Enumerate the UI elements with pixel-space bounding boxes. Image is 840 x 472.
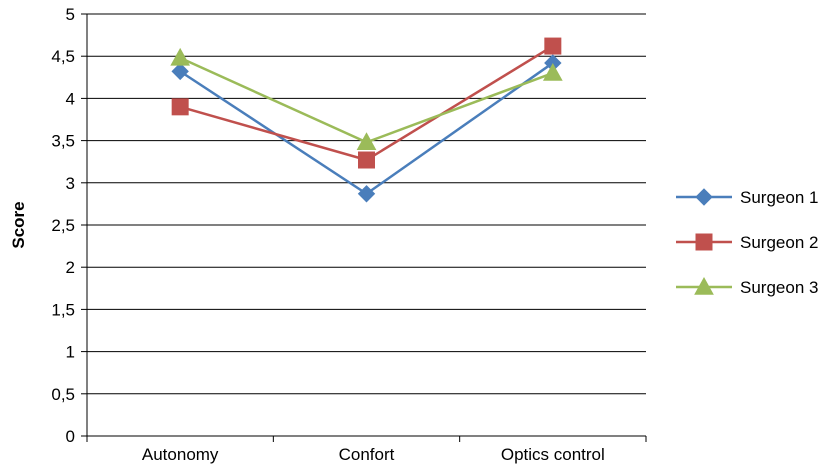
y-tick-label: 3	[66, 174, 75, 193]
y-tick-label: 2	[66, 258, 75, 277]
data-point-1	[357, 185, 376, 203]
y-tick-label: 1	[66, 343, 75, 362]
axis-labels: 0 0,5 1 1,5 2 2,5 3 3,5 4 4,5 5 Autonomy Confort Opti…	[9, 5, 605, 464]
legend-item: Surgeon 1	[676, 188, 818, 207]
legend-marker	[694, 276, 714, 295]
legend-marker	[695, 233, 713, 251]
data-point-1	[171, 62, 189, 81]
data-point-2	[171, 98, 189, 116]
y-axis-title: Score	[9, 201, 28, 248]
legend-label: Surgeon 1	[740, 188, 818, 207]
gridlines	[87, 13, 646, 437]
y-tick-label: 0,5	[51, 385, 75, 404]
y-tick-label: 4	[66, 89, 75, 108]
series-lines	[179, 45, 554, 196]
legend: Surgeon 1 Surgeon 2 Surgeon 3	[676, 188, 818, 297]
y-tick-label: 3,5	[51, 132, 75, 151]
y-tick-label: 2,5	[51, 216, 75, 235]
x-tick-label: Autonomy	[142, 445, 219, 464]
legend-item: Surgeon 2	[676, 233, 818, 252]
legend-item: Surgeon 3	[676, 276, 818, 297]
x-tick-label: Confort	[339, 445, 395, 464]
y-tick-label: 4,5	[51, 47, 75, 66]
series-line-3	[179, 56, 554, 144]
data-point-2	[544, 37, 562, 55]
series-markers	[170, 37, 563, 203]
x-tick-label: Optics control	[501, 445, 605, 464]
legend-marker	[695, 188, 713, 206]
y-tick-label: 0	[66, 427, 75, 446]
legend-label: Surgeon 3	[740, 278, 818, 297]
y-tick-label: 1,5	[51, 300, 75, 319]
data-point-2	[358, 151, 375, 169]
data-point-3	[542, 63, 563, 81]
data-point-3	[356, 132, 377, 150]
axes	[81, 13, 647, 442]
data-point-3	[170, 47, 191, 66]
legend-label: Surgeon 2	[740, 233, 818, 252]
y-tick-label: 5	[66, 5, 75, 24]
